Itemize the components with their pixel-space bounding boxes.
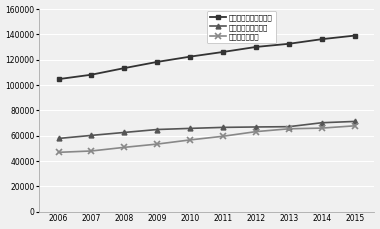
Legend: 障害児学校在籍者総数, 幼小中学部在籍者数, 高等部在籍者数: 障害児学校在籍者総数, 幼小中学部在籍者数, 高等部在籍者数 bbox=[207, 11, 276, 43]
高等部在籍者数 bbox=[254, 130, 258, 133]
幼小中学部在籍者数 bbox=[188, 127, 193, 130]
幼小中学部在籍者数 bbox=[122, 131, 127, 134]
Line: 障害児学校在籍者総数: 障害児学校在籍者総数 bbox=[56, 33, 357, 82]
Line: 高等部在籍者数: 高等部在籍者数 bbox=[56, 123, 358, 155]
障害児学校在籍者総数 bbox=[287, 42, 291, 45]
幼小中学部在籍者数 bbox=[155, 128, 160, 131]
幼小中学部在籍者数 bbox=[254, 125, 258, 128]
障害児学校在籍者総数 bbox=[320, 38, 324, 41]
障害児学校在籍者総数 bbox=[89, 73, 94, 76]
障害児学校在籍者総数 bbox=[56, 78, 61, 81]
障害児学校在籍者総数 bbox=[254, 46, 258, 48]
Line: 幼小中学部在籍者数: 幼小中学部在籍者数 bbox=[56, 119, 357, 141]
幼小中学部在籍者数 bbox=[320, 121, 324, 124]
高等部在籍者数 bbox=[188, 139, 193, 141]
幼小中学部在籍者数 bbox=[56, 137, 61, 140]
幼小中学部在籍者数 bbox=[352, 120, 357, 123]
障害児学校在籍者総数 bbox=[221, 51, 225, 53]
高等部在籍者数 bbox=[155, 143, 160, 145]
高等部在籍者数 bbox=[320, 127, 324, 129]
高等部在籍者数 bbox=[56, 151, 61, 154]
障害児学校在籍者総数 bbox=[352, 34, 357, 37]
幼小中学部在籍者数 bbox=[287, 125, 291, 128]
障害児学校在籍者総数 bbox=[122, 67, 127, 69]
障害児学校在籍者総数 bbox=[155, 60, 160, 63]
高等部在籍者数 bbox=[122, 146, 127, 149]
幼小中学部在籍者数 bbox=[221, 126, 225, 129]
高等部在籍者数 bbox=[89, 150, 94, 152]
高等部在籍者数 bbox=[221, 135, 225, 138]
幼小中学部在籍者数 bbox=[89, 134, 94, 137]
高等部在籍者数 bbox=[352, 124, 357, 127]
障害児学校在籍者総数 bbox=[188, 55, 193, 58]
高等部在籍者数 bbox=[287, 127, 291, 130]
